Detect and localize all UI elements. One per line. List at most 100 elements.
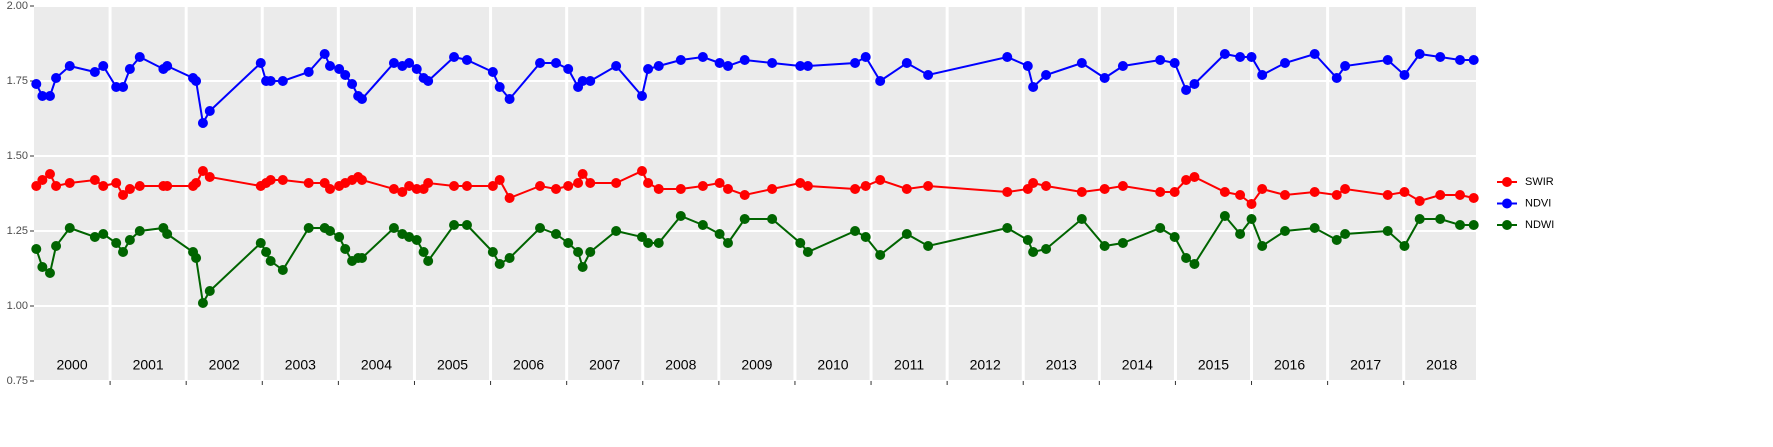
- point: [325, 61, 336, 71]
- point: [1382, 226, 1393, 236]
- point: [923, 70, 934, 80]
- point: [697, 52, 708, 62]
- point: [494, 259, 505, 269]
- point: [1280, 58, 1291, 68]
- x-tick-label: 2006: [513, 357, 544, 373]
- point: [1028, 178, 1039, 188]
- point: [860, 52, 871, 62]
- point: [1002, 187, 1013, 197]
- point: [722, 184, 733, 194]
- point: [388, 184, 399, 194]
- point: [1246, 214, 1257, 224]
- point: [124, 235, 135, 245]
- point: [535, 223, 546, 233]
- x-tick-label: 2018: [1426, 357, 1457, 373]
- point: [1257, 70, 1268, 80]
- point: [611, 178, 622, 188]
- point: [1022, 235, 1033, 245]
- legend-label: NDWI: [1525, 219, 1554, 231]
- point: [653, 61, 664, 71]
- point: [739, 190, 750, 200]
- legend-point: [1502, 198, 1512, 209]
- point: [325, 184, 336, 194]
- point: [1155, 55, 1166, 65]
- point: [1002, 223, 1013, 233]
- point: [1257, 184, 1268, 194]
- point: [134, 181, 145, 191]
- point: [204, 106, 215, 116]
- point: [98, 61, 109, 71]
- point: [449, 220, 460, 230]
- x-tick-label: 2003: [285, 357, 316, 373]
- point: [653, 238, 664, 248]
- point: [303, 178, 314, 188]
- legend-point: [1502, 220, 1512, 230]
- point: [923, 241, 934, 251]
- point: [51, 73, 62, 83]
- point: [653, 184, 664, 194]
- point: [504, 253, 515, 263]
- point: [334, 64, 345, 74]
- point: [31, 181, 42, 191]
- point: [111, 82, 122, 92]
- point: [347, 79, 358, 89]
- point: [739, 214, 750, 224]
- point: [643, 178, 654, 188]
- point: [739, 55, 750, 65]
- point: [162, 61, 173, 71]
- point: [1340, 184, 1351, 194]
- point: [577, 262, 588, 272]
- point: [802, 61, 813, 71]
- point: [1076, 187, 1087, 197]
- x-tick-label: 2013: [1046, 357, 1077, 373]
- point: [1169, 187, 1180, 197]
- point: [423, 256, 434, 266]
- point: [1235, 190, 1246, 200]
- point: [1455, 55, 1466, 65]
- point: [204, 286, 215, 296]
- point: [875, 76, 886, 86]
- point: [1399, 241, 1410, 251]
- point: [461, 181, 472, 191]
- point: [334, 232, 345, 242]
- point: [1309, 223, 1320, 233]
- legend-label: NDVI: [1525, 197, 1551, 209]
- point: [449, 52, 460, 62]
- point: [643, 238, 654, 248]
- point: [1041, 181, 1052, 191]
- point: [1435, 190, 1446, 200]
- point: [860, 232, 871, 242]
- point: [356, 94, 367, 104]
- point: [1382, 190, 1393, 200]
- point: [31, 79, 42, 89]
- point: [577, 76, 588, 86]
- point: [1280, 190, 1291, 200]
- point: [1099, 241, 1110, 251]
- x-tick-label: 2002: [209, 357, 240, 373]
- point: [449, 181, 460, 191]
- x-tick-label: 2010: [817, 357, 848, 373]
- point: [1331, 73, 1342, 83]
- point: [636, 91, 647, 101]
- point: [411, 64, 422, 74]
- point: [340, 244, 351, 254]
- point: [697, 220, 708, 230]
- x-tick-label: 2000: [56, 357, 87, 373]
- point: [1099, 73, 1110, 83]
- x-tick-label: 2007: [589, 357, 620, 373]
- point: [89, 232, 100, 242]
- x-tick-label: 2004: [361, 357, 392, 373]
- x-tick-label: 2009: [741, 357, 772, 373]
- point: [191, 178, 202, 188]
- point: [303, 223, 314, 233]
- point: [494, 82, 505, 92]
- y-tick-label: 1.50: [7, 150, 28, 162]
- y-tick-label: 1.00: [7, 300, 28, 312]
- point: [51, 241, 62, 251]
- point: [44, 91, 55, 101]
- point: [44, 169, 55, 179]
- point: [1435, 52, 1446, 62]
- point: [255, 238, 266, 248]
- point: [255, 58, 266, 68]
